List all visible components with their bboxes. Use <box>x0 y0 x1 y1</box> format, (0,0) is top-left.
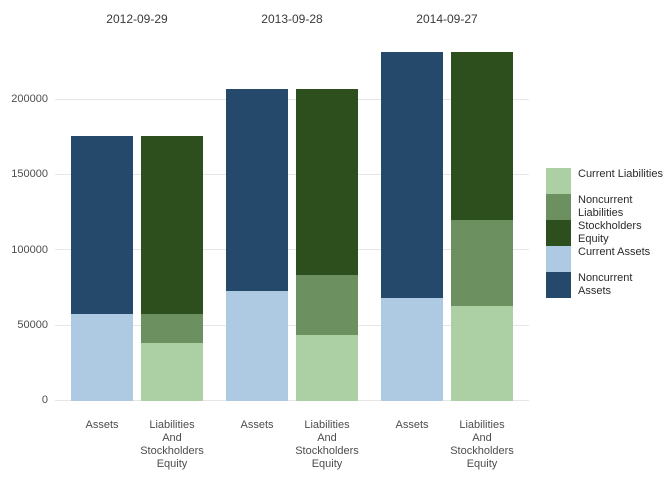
legend-item-noncurrent-assets: Noncurrent Assets <box>546 272 668 298</box>
facet-panel <box>55 35 219 401</box>
x-category-label: Liabilities And Stockholders Equity <box>295 419 359 470</box>
legend-swatch <box>546 220 571 246</box>
gridline <box>365 325 529 326</box>
x-category-label: Liabilities And Stockholders Equity <box>140 419 204 470</box>
bar-segment-noncurrent-liabilities <box>296 275 358 335</box>
legend-label: Noncurrent Assets <box>578 272 633 297</box>
legend-item-noncurrent-liabilities: Noncurrent Liabilities <box>546 194 668 220</box>
y-tick-label: 100000 <box>11 243 48 256</box>
gridline <box>55 99 219 100</box>
bar-liabilities-and-stockholders-equity <box>451 52 513 401</box>
legend-label: Current Assets <box>578 246 651 258</box>
bar-segment-stockholders-equity <box>296 89 358 275</box>
legend-item-stockholders-equity: Stockholders Equity <box>546 220 668 246</box>
gridline <box>210 99 374 100</box>
legend-swatch <box>546 246 571 272</box>
bar-liabilities-and-stockholders-equity <box>141 136 203 401</box>
bar-segment-current-liabilities <box>451 306 513 401</box>
gridline <box>210 174 374 175</box>
gridline <box>365 99 529 100</box>
bar-liabilities-and-stockholders-equity <box>296 89 358 401</box>
legend-swatch <box>546 194 571 220</box>
bar-segment-noncurrent-assets <box>226 89 288 291</box>
x-category-label: Assets <box>240 419 274 431</box>
bar-segment-current-assets <box>381 298 443 401</box>
bar-segment-current-liabilities <box>141 343 203 401</box>
gridline <box>55 325 219 326</box>
y-tick-label: 0 <box>41 394 48 406</box>
gridline <box>55 174 219 175</box>
x-category-label: Liabilities And Stockholders Equity <box>450 419 514 470</box>
facet-title: 2014-09-27 <box>416 12 478 26</box>
legend-label: Stockholders Equity <box>578 220 642 245</box>
bar-segment-stockholders-equity <box>141 136 203 314</box>
facet-title: 2013-09-28 <box>261 12 323 26</box>
gridline <box>210 400 374 401</box>
bar-segment-current-liabilities <box>296 335 358 401</box>
legend: Current Liabilities Noncurrent Liabilitie… <box>546 168 668 298</box>
gridline <box>55 400 219 401</box>
bar-assets <box>226 89 288 401</box>
facet-title: 2012-09-29 <box>106 12 168 26</box>
legend-label: Noncurrent Liabilities <box>578 194 633 219</box>
bar-segment-noncurrent-assets <box>71 136 133 314</box>
legend-swatch <box>546 272 571 298</box>
legend-item-current-liabilities: Current Liabilities <box>546 168 668 194</box>
y-tick-label: 150000 <box>11 168 48 181</box>
legend-item-current-assets: Current Assets <box>546 246 668 272</box>
legend-label: Current Liabilities <box>578 168 663 180</box>
bar-segment-noncurrent-assets <box>381 52 443 298</box>
gridline <box>365 400 529 401</box>
gridline <box>210 325 374 326</box>
y-tick-label: 200000 <box>11 93 48 105</box>
bar-segment-current-assets <box>226 291 288 401</box>
bar-segment-current-assets <box>71 314 133 401</box>
legend-swatch <box>546 168 571 194</box>
gridline <box>365 249 529 250</box>
x-category-label: Assets <box>85 419 119 431</box>
bar-segment-stockholders-equity <box>451 52 513 220</box>
facet-panel <box>365 35 529 401</box>
bar-assets <box>381 52 443 401</box>
facet-panel <box>210 35 374 401</box>
y-tick-label: 50000 <box>17 318 48 331</box>
gridline <box>55 249 219 250</box>
bar-segment-noncurrent-liabilities <box>451 220 513 306</box>
bar-segment-noncurrent-liabilities <box>141 314 203 343</box>
x-category-label: Assets <box>395 419 429 431</box>
gridline <box>210 249 374 250</box>
bar-assets <box>71 136 133 401</box>
gridline <box>365 174 529 175</box>
